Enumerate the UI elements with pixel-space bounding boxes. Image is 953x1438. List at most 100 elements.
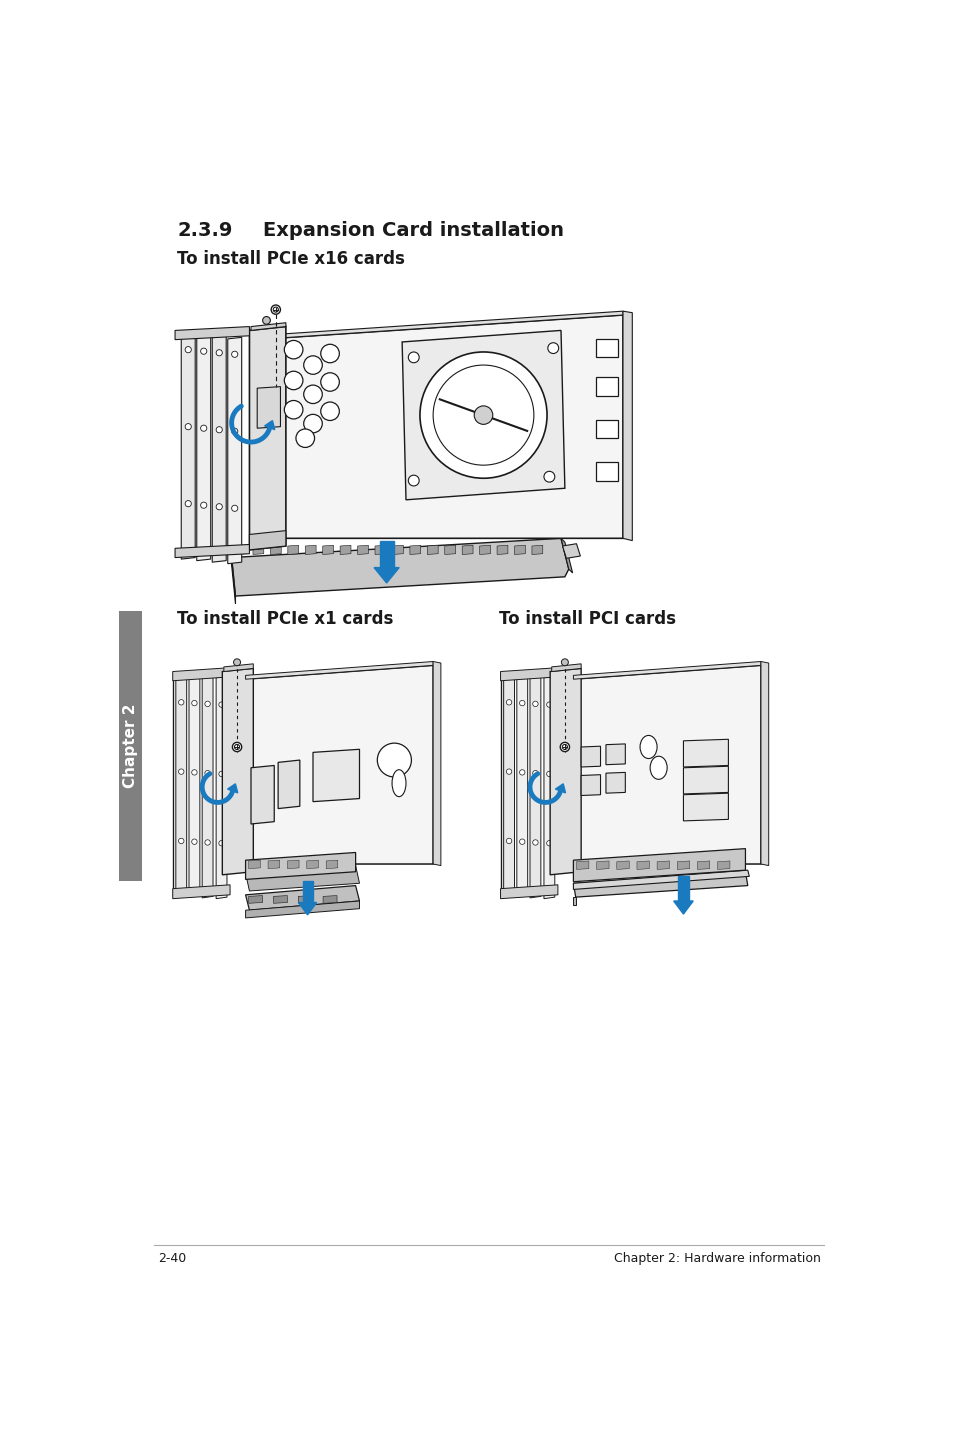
Polygon shape [560,538,572,572]
Polygon shape [245,866,359,892]
Circle shape [284,400,303,418]
Polygon shape [682,739,728,766]
Polygon shape [278,311,622,338]
Polygon shape [307,860,318,869]
Polygon shape [232,558,235,604]
Circle shape [271,305,280,315]
Polygon shape [580,746,599,766]
Text: Chapter 2: Chapter 2 [123,705,138,788]
Circle shape [232,505,237,512]
Circle shape [216,349,222,355]
Polygon shape [253,545,264,555]
Ellipse shape [392,769,406,797]
Circle shape [377,743,411,777]
Polygon shape [682,794,728,821]
Bar [596,377,617,395]
Polygon shape [622,311,632,541]
Circle shape [262,316,270,324]
Ellipse shape [649,756,666,779]
Polygon shape [232,538,568,597]
Polygon shape [235,545,246,555]
Polygon shape [264,420,274,430]
Polygon shape [410,545,420,555]
Circle shape [303,355,322,374]
Circle shape [185,500,192,506]
Polygon shape [555,784,565,792]
Circle shape [532,702,537,706]
Polygon shape [298,896,312,903]
Polygon shape [249,326,286,549]
Polygon shape [479,545,490,555]
Polygon shape [573,661,760,679]
Polygon shape [503,674,514,896]
Polygon shape [313,749,359,801]
Polygon shape [326,860,337,869]
Circle shape [233,742,241,752]
Circle shape [546,702,552,707]
Text: 2-40: 2-40 [158,1251,186,1265]
Polygon shape [245,661,433,679]
Polygon shape [224,664,253,672]
Circle shape [284,371,303,390]
Circle shape [205,840,210,846]
Polygon shape [573,870,748,890]
Polygon shape [251,322,286,331]
Polygon shape [245,886,359,910]
Polygon shape [379,541,394,568]
Polygon shape [562,544,579,558]
Circle shape [519,769,524,775]
Polygon shape [677,861,689,870]
Circle shape [178,838,184,844]
Circle shape [546,771,552,777]
Circle shape [192,769,197,775]
Polygon shape [573,871,747,897]
Polygon shape [175,674,187,896]
Polygon shape [228,338,241,564]
Circle shape [216,503,222,510]
Polygon shape [532,545,542,555]
Circle shape [519,700,524,706]
Polygon shape [500,884,558,899]
Circle shape [284,341,303,360]
Polygon shape [551,664,580,672]
Circle shape [532,771,537,777]
Circle shape [200,426,207,431]
Circle shape [178,769,184,774]
Polygon shape [357,545,368,555]
Polygon shape [673,902,693,915]
Circle shape [506,838,511,844]
Text: To install PCIe x16 cards: To install PCIe x16 cards [177,250,405,267]
Polygon shape [543,676,555,899]
Polygon shape [249,896,262,903]
Polygon shape [288,545,298,555]
Polygon shape [530,676,540,897]
Polygon shape [251,765,274,824]
Circle shape [474,406,493,424]
Polygon shape [172,884,230,899]
Polygon shape [174,326,249,339]
Polygon shape [302,881,313,903]
Circle shape [232,429,237,434]
Polygon shape [697,861,709,870]
Polygon shape [580,775,599,795]
Polygon shape [605,772,624,794]
Polygon shape [202,676,213,897]
Polygon shape [340,545,351,555]
Polygon shape [323,896,336,903]
Circle shape [295,429,314,447]
Polygon shape [573,666,760,864]
Polygon shape [298,903,316,915]
Polygon shape [375,545,385,555]
Polygon shape [605,743,624,765]
Polygon shape [216,676,227,899]
Polygon shape [222,669,253,874]
Polygon shape [270,545,281,555]
Polygon shape [461,545,473,555]
Bar [596,462,617,480]
Polygon shape [249,860,260,869]
Circle shape [320,403,339,420]
Circle shape [559,742,569,752]
Polygon shape [550,669,580,874]
Polygon shape [189,674,199,897]
Polygon shape [172,667,230,680]
